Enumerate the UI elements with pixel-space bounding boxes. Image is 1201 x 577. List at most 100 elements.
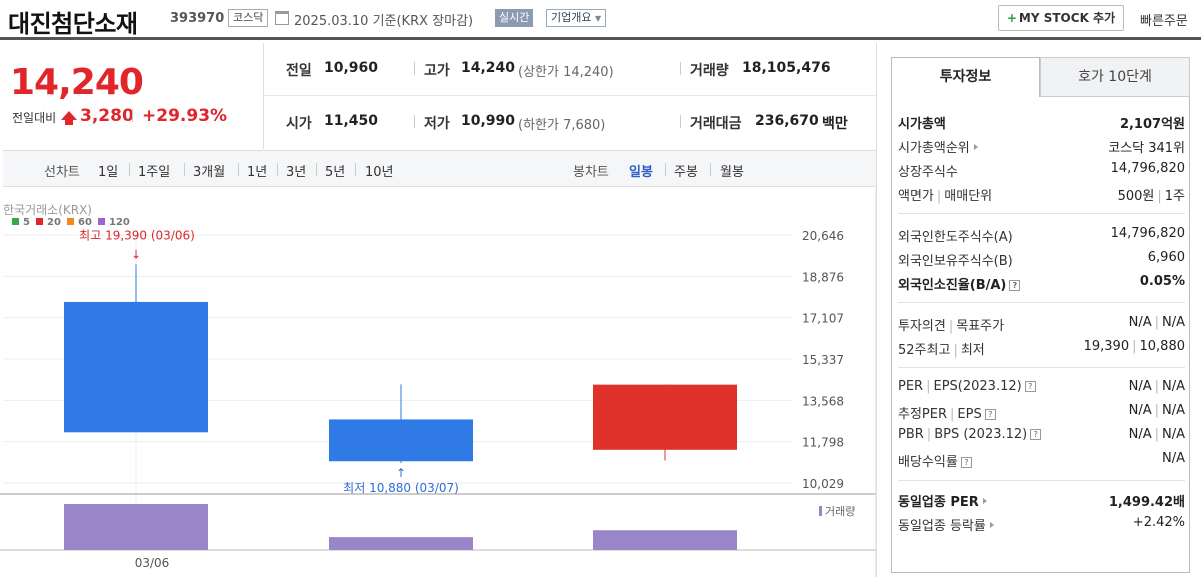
y-tick-label: 17,107 <box>802 312 844 326</box>
high-value: 14,240 <box>461 60 516 76</box>
unit-value: 1주 <box>1164 189 1185 204</box>
candle-monthly[interactable]: 월봉 <box>720 165 744 180</box>
x-tick-label: 03/06 <box>135 556 170 570</box>
candle-chart-label: 봉차트 <box>573 165 609 180</box>
shares-label: 상장주식수 <box>898 165 958 180</box>
divider: | <box>936 189 942 204</box>
period-10y[interactable]: 10년 <box>365 165 394 180</box>
target-value: N/A <box>1162 315 1185 330</box>
w52-low-value: 10,880 <box>1139 339 1186 354</box>
industry-per-row[interactable]: 동일업종 PER 1,499.42배 <box>898 491 1185 511</box>
face-value: 500원 <box>1117 189 1155 204</box>
help-icon[interactable]: ? <box>984 409 996 420</box>
industry-per-label: 동일업종 PER <box>898 495 979 510</box>
shares-row: 상장주식수 14,796,820 <box>898 161 1185 181</box>
est-eps-value: N/A <box>1162 403 1185 418</box>
divider: | <box>953 343 958 358</box>
industry-rate-value: +2.42% <box>1132 515 1185 530</box>
per-label-wrap: PER | EPS(2023.12)? <box>898 379 1036 394</box>
volume-label: 거래량 <box>690 63 729 79</box>
per-row: PER | EPS(2023.12)? N/A | N/A <box>898 379 1185 399</box>
per-value: N/A <box>1128 379 1152 394</box>
w52-high-label: 52주최고 <box>898 343 951 358</box>
ma-legend-label-60: 60 <box>78 217 92 228</box>
candle-weekly[interactable]: 주봉 <box>674 165 698 180</box>
amount-value: 236,670 <box>755 113 819 129</box>
stock-code: 393970 <box>170 11 225 26</box>
ma-legend-swatch-20 <box>36 218 43 225</box>
volume-bar-03/06 <box>64 504 208 550</box>
opinion-label: 투자의견 <box>898 319 946 334</box>
tab-orderbook[interactable]: 호가 10단계 <box>1040 57 1190 97</box>
help-icon[interactable]: ? <box>1030 429 1042 440</box>
open-value: 11,450 <box>324 113 379 129</box>
pbr-label-wrap: PBR | BPS (2023.12)? <box>898 427 1042 442</box>
min-annotation: 최저 10,880 (03/07) <box>343 481 459 495</box>
divider: | <box>926 427 932 442</box>
realtime-button[interactable]: 실시간 <box>495 9 534 27</box>
eps-value: N/A <box>1162 379 1185 394</box>
quick-order-link[interactable]: 빠른주문 <box>1140 14 1188 29</box>
est-per-label: 추정PER <box>898 407 948 422</box>
change-label: 전일대비 <box>12 111 57 125</box>
period-1y[interactable]: 1년 <box>247 165 268 180</box>
divider <box>263 43 264 149</box>
add-mystock-button[interactable]: + MY STOCK 추가 <box>998 5 1124 31</box>
industry-rate-row[interactable]: 동일업종 등락률 +2.42% <box>898 515 1185 535</box>
candle-daily[interactable]: 일봉 <box>629 165 653 180</box>
period-1d[interactable]: 1일 <box>98 165 119 180</box>
divider: | <box>1157 189 1162 204</box>
candle-chart[interactable]: 한국거래소(KRX) 5 20 60 120 20,646 18,876 17,107 15,3… <box>0 188 877 577</box>
div-value: N/A <box>1162 451 1185 466</box>
help-icon[interactable]: ? <box>960 457 972 468</box>
period-5y[interactable]: 5년 <box>325 165 346 180</box>
rank-label-wrap: 시가총액순위 <box>898 137 978 156</box>
ma-legend-swatch-60 <box>67 218 74 225</box>
volume-legend-label: 거래량 <box>825 505 855 518</box>
stock-header: 대진첨단소재 393970 코스닥 2025.03.10 기준(KRX 장마감)… <box>0 0 1201 40</box>
current-price: 14,240 <box>10 62 144 103</box>
w52-value-wrap: 19,390 | 10,880 <box>1084 339 1185 354</box>
divider <box>898 213 1185 214</box>
unit-label: 매매단위 <box>944 189 993 204</box>
divider <box>898 367 1185 368</box>
foreign-limit-row: 외국인한도주식수(A) 14,796,820 <box>898 226 1185 246</box>
add-mystock-label: MY STOCK 추가 <box>1018 11 1116 25</box>
help-icon[interactable]: ? <box>1024 381 1036 392</box>
period-3m[interactable]: 3개월 <box>193 165 226 180</box>
tab-invest-info[interactable]: 투자정보 <box>891 57 1040 97</box>
target-label: 목표주가 <box>956 319 1005 334</box>
line-chart-label: 선차트 <box>44 165 80 180</box>
divider: | <box>948 319 954 334</box>
div-label: 배당수익률 <box>898 455 958 470</box>
foreign-ratio-row: 외국인소진율(B/A)? 0.05% <box>898 274 1185 294</box>
help-icon[interactable]: ? <box>1009 280 1021 291</box>
face-label: 액면가 <box>898 189 934 204</box>
open-label: 시가 <box>286 116 312 132</box>
lower-limit: (하한가 7,680) <box>518 118 606 133</box>
period-1w[interactable]: 1주일 <box>138 165 171 180</box>
industry-per-value: 1,499.42배 <box>1108 495 1185 510</box>
market-tag: 코스닥 <box>228 9 269 27</box>
ma-legend-label-20: 20 <box>47 217 61 228</box>
opinion-label-wrap: 투자의견 | 목표주가 <box>898 315 1004 334</box>
ma-legend-swatch-5 <box>12 218 19 225</box>
caret-right-icon <box>982 498 987 504</box>
period-3y[interactable]: 3년 <box>286 165 307 180</box>
industry-rate-label-wrap: 동일업종 등락률 <box>898 515 994 534</box>
change-value: 3,280 <box>80 106 134 126</box>
price-summary: 14,240 전일대비 3,280 +29.93% 전일 10,960 고가 1… <box>0 43 876 149</box>
rank-row[interactable]: 시가총액순위 코스닥 341위 <box>898 137 1185 157</box>
opinion-value: N/A <box>1128 315 1152 330</box>
eps-label: EPS(2023.12) <box>933 379 1022 394</box>
pbr-row: PBR | BPS (2023.12)? N/A | N/A <box>898 427 1185 447</box>
y-tick-label: 20,646 <box>802 229 844 243</box>
per-value-wrap: N/A | N/A <box>1129 379 1185 394</box>
divider <box>277 163 278 176</box>
corp-info-dropdown[interactable]: 기업개요 ▼ <box>546 9 607 27</box>
chevron-down-icon: ▼ <box>594 14 602 23</box>
rank-label: 시가총액순위 <box>898 141 970 156</box>
foreign-hold-value: 6,960 <box>1147 250 1185 265</box>
amount-label: 거래대금 <box>690 116 742 132</box>
opinion-value-wrap: N/A | N/A <box>1129 315 1185 330</box>
